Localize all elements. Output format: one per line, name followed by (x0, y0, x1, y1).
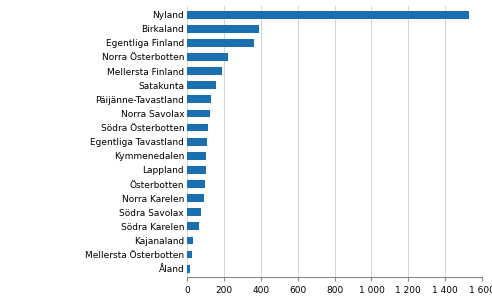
Bar (187, 152, 206, 160)
Bar (187, 138, 207, 146)
Bar (187, 237, 193, 244)
Bar (187, 110, 210, 117)
Bar (187, 222, 199, 230)
Bar (187, 265, 190, 273)
Bar (187, 194, 205, 202)
Bar (187, 81, 216, 89)
Bar (187, 124, 208, 132)
Bar (187, 11, 469, 18)
Bar (187, 251, 192, 258)
Bar (187, 39, 254, 47)
Bar (187, 53, 228, 61)
Bar (187, 67, 222, 75)
Bar (187, 25, 259, 33)
Bar (187, 209, 201, 216)
Bar (187, 166, 206, 174)
Bar (187, 95, 211, 103)
Bar (187, 180, 206, 188)
